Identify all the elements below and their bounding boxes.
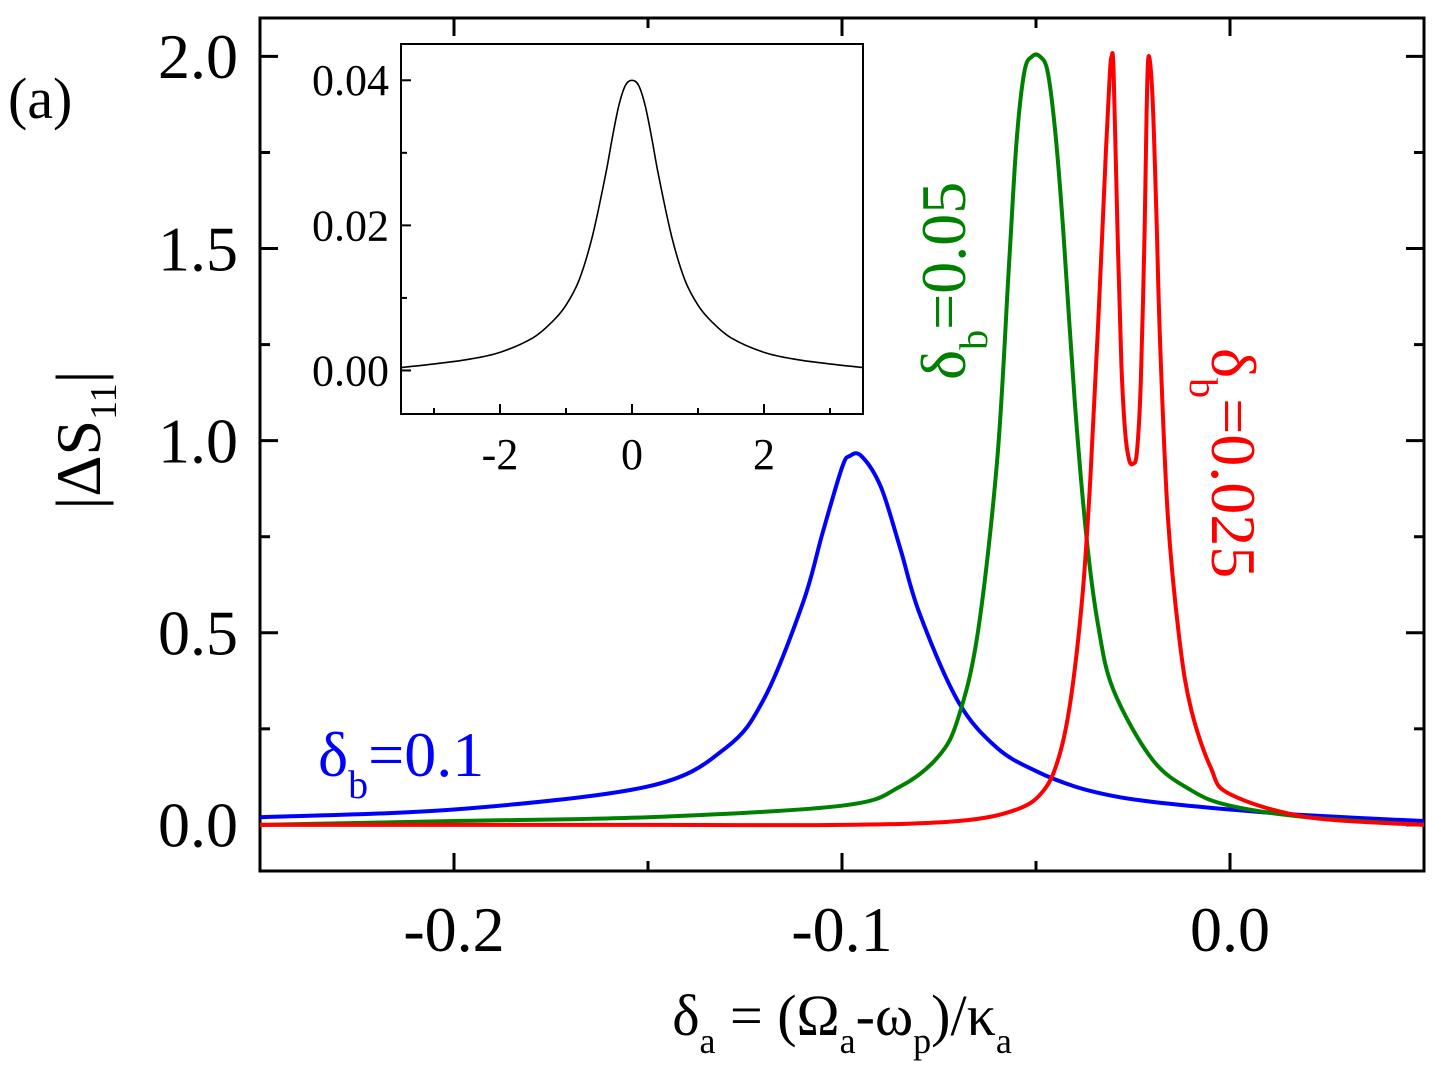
y-label-sub: 11 <box>83 383 125 420</box>
y-label-close: | <box>43 371 114 384</box>
main-series <box>260 51 1424 828</box>
x-label-omega-sub: a <box>840 1021 856 1061</box>
annotation-red-value: =0.025 <box>1198 398 1269 578</box>
main-tick-labels: -0.2 -0.1 0.0 0.0 0.5 1.0 1.5 2.0 <box>158 21 1270 965</box>
x-label-close: )/ <box>931 983 967 1048</box>
annotation-red: δb=0.025 <box>1181 348 1269 578</box>
y-axis-label: |ΔS11| <box>43 371 125 510</box>
annotation-green-value: =0.05 <box>908 182 979 330</box>
annotation-blue: δb=0.1 <box>318 719 484 807</box>
y-tick-label: 0.04 <box>312 56 389 105</box>
inset-ticks <box>401 79 831 414</box>
x-tick-label: -2 <box>482 430 519 479</box>
series-line-000000 <box>401 79 863 369</box>
y-tick-label: 2.0 <box>158 21 238 92</box>
y-label-main: |ΔS <box>43 420 114 510</box>
x-label-kappa-sub: a <box>996 1021 1012 1061</box>
y-tick-label: 0.02 <box>312 201 389 250</box>
x-label-eq: = ( <box>716 983 797 1048</box>
annotation-blue-sub: b <box>348 762 368 807</box>
x-tick-label: 0 <box>621 430 643 479</box>
y-tick-label: 0.0 <box>158 790 238 861</box>
x-label-omega: Ω <box>797 983 840 1048</box>
y-tick-label: 0.5 <box>158 598 238 669</box>
y-tick-label: 1.5 <box>158 213 238 284</box>
main-ticks <box>258 18 1426 871</box>
annotation-red-symbol: δ <box>1198 348 1269 378</box>
y-tick-label: 1.0 <box>158 405 238 476</box>
inset-tick-labels: -2 0 2 0.00 0.02 0.04 <box>312 56 775 479</box>
series-line-0000ff <box>260 451 1424 824</box>
x-label-kappa: κ <box>967 983 996 1048</box>
x-tick-label: -0.1 <box>791 894 892 965</box>
series-line-ff0000 <box>260 51 1424 828</box>
panel-label: (a) <box>8 66 72 131</box>
inset-series <box>401 79 863 369</box>
annotation-green: δb=0.05 <box>908 182 996 380</box>
y-tick-label: 0.00 <box>312 346 389 395</box>
x-tick-label: 2 <box>753 430 775 479</box>
x-label-delta-sub: a <box>700 1021 716 1061</box>
x-label-p-sub: p <box>913 1021 931 1061</box>
annotation-blue-value: =0.1 <box>368 719 484 790</box>
annotation-red-sub: b <box>1181 378 1226 398</box>
series-line-008000 <box>260 52 1424 827</box>
annotation-blue-symbol: δ <box>318 719 348 790</box>
x-tick-label: 0.0 <box>1190 894 1270 965</box>
annotation-green-sub: b <box>951 330 996 350</box>
inset-frame <box>400 43 864 415</box>
x-label-dash-omega: -ω <box>856 983 914 1048</box>
x-label-delta: δ <box>672 983 699 1048</box>
x-tick-label: -0.2 <box>403 894 504 965</box>
x-axis-label: δa = (Ωa-ωp)/κa <box>672 983 1012 1061</box>
annotation-green-symbol: δ <box>908 350 979 380</box>
